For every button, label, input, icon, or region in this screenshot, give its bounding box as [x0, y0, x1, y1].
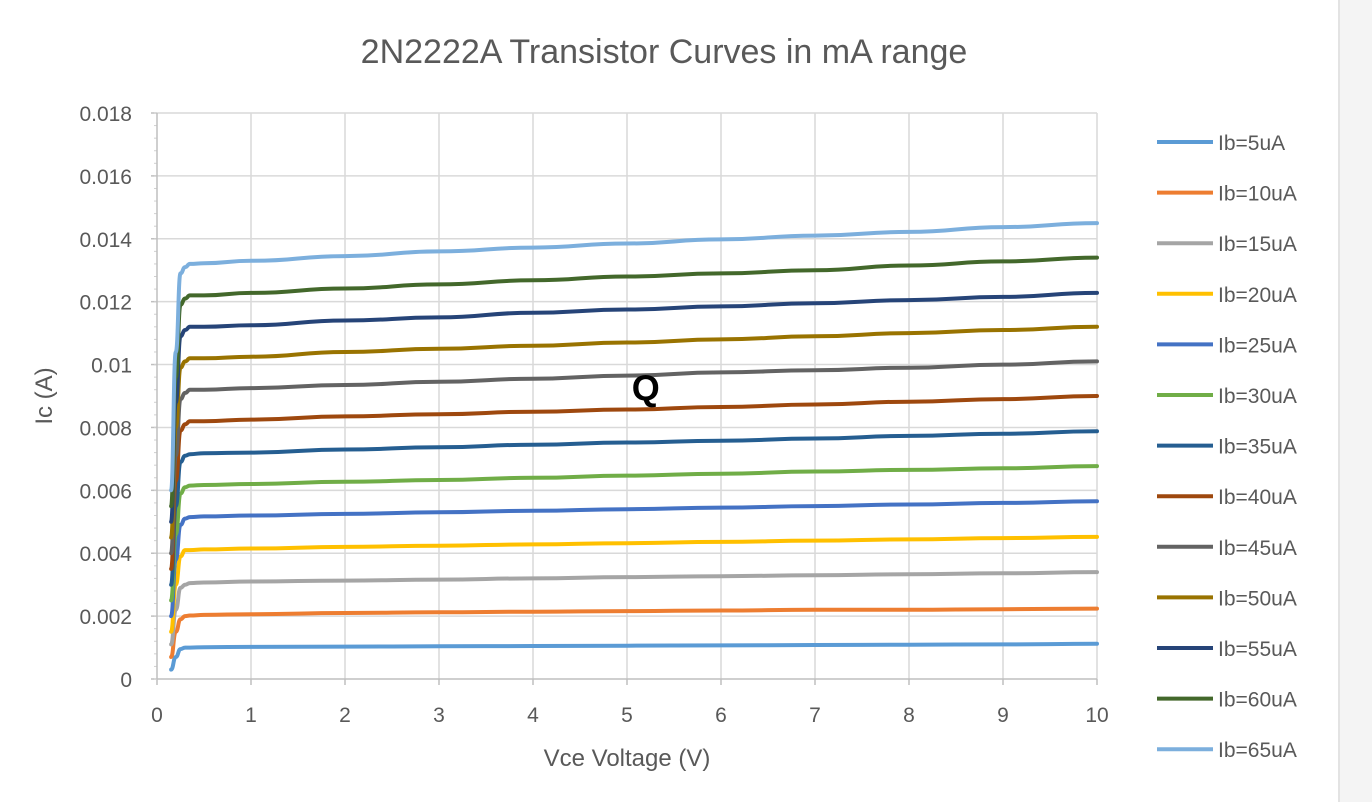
legend-label: Ib=15uA: [1218, 233, 1297, 256]
legend-label: Ib=60uA: [1218, 689, 1297, 712]
legend-label: Ib=50uA: [1218, 587, 1297, 610]
gridlines: [157, 112, 1098, 679]
axes: 0 1 2 3 4 5 6 7 8 9 10 0 0.002 0.004 0.006 0.008 0.01 0.0…: [79, 103, 1108, 727]
legend-item: Ib=35uA: [1157, 436, 1297, 459]
y-tick-label: 0.006: [79, 480, 132, 503]
legend-item: Ib=10uA: [1157, 183, 1297, 206]
x-tick-label: 2: [339, 704, 351, 727]
series-line-ib-40ua: [169, 394, 1099, 571]
x-axis-title: Vce Voltage (V): [544, 745, 711, 772]
legend-label: Ib=25uA: [1218, 334, 1297, 357]
x-tick-label: 3: [433, 704, 445, 727]
y-tick-label: 0.01: [91, 355, 132, 378]
y-axis-title: Ic (A): [31, 367, 58, 424]
legend-label: Ib=65uA: [1218, 739, 1297, 762]
y-tick-label: 0.008: [79, 417, 132, 440]
y-tick-label: 0.018: [79, 103, 132, 126]
x-tick-label: 9: [997, 704, 1009, 727]
legend-label: Ib=5uA: [1218, 132, 1285, 155]
window-edge: [1340, 0, 1372, 802]
legend: Ib=5uA Ib=10uA Ib=15uA Ib=20uA Ib=25uA Ib=30u…: [1157, 132, 1297, 762]
legend-item: Ib=60uA: [1157, 689, 1297, 712]
chart-frame: 2N2222A Transistor Curves in mA range 0 1…: [31, 0, 1340, 802]
series-line-ib-55ua: [169, 290, 1099, 524]
x-tick-label: 5: [621, 704, 633, 727]
legend-item: Ib=40uA: [1157, 486, 1297, 509]
x-tick-label: 0: [151, 704, 163, 727]
x-tick-label: 7: [809, 704, 821, 727]
series-line-ib-30ua: [169, 464, 1099, 603]
series-line-ib-35ua: [169, 429, 1099, 587]
legend-label: Ib=30uA: [1218, 385, 1297, 408]
series-lines: [169, 221, 1099, 672]
legend-label: Ib=35uA: [1218, 436, 1297, 459]
series-line-ib-45ua: [169, 359, 1099, 556]
y-tick-label: 0.012: [79, 292, 132, 315]
x-tick-label: 1: [245, 704, 257, 727]
chart-title: 2N2222A Transistor Curves in mA range: [361, 33, 968, 71]
legend-item: Ib=55uA: [1157, 638, 1297, 661]
legend-item: Ib=45uA: [1157, 537, 1297, 560]
legend-item: Ib=30uA: [1157, 385, 1297, 408]
legend-item: Ib=15uA: [1157, 233, 1297, 256]
series-line-ib-25ua: [169, 499, 1099, 619]
series-line-ib-65ua: [169, 221, 1099, 493]
legend-item: Ib=25uA: [1157, 334, 1297, 357]
series-line-ib-20ua: [169, 534, 1099, 634]
series-line-ib-15ua: [169, 570, 1099, 647]
legend-item: Ib=65uA: [1157, 739, 1297, 762]
y-tick-label: 0.002: [79, 606, 132, 629]
legend-label: Ib=10uA: [1218, 183, 1297, 206]
x-tick-label: 10: [1085, 704, 1108, 727]
legend-item: Ib=5uA: [1157, 132, 1285, 155]
series-line-ib-10ua: [169, 606, 1099, 659]
chart: 2N2222A Transistor Curves in mA range 0 1…: [31, 33, 1297, 772]
legend-label: Ib=45uA: [1218, 537, 1297, 560]
y-tick-label: 0.014: [79, 229, 132, 252]
legend-item: Ib=20uA: [1157, 284, 1297, 307]
x-tick-label: 8: [903, 704, 915, 727]
x-tick-label: 4: [527, 704, 539, 727]
legend-label: Ib=20uA: [1218, 284, 1297, 307]
y-tick-label: 0.004: [79, 543, 132, 566]
series-line-ib-5ua: [169, 641, 1099, 672]
q-point-label: Q: [632, 368, 660, 409]
legend-label: Ib=55uA: [1218, 638, 1297, 661]
series-line-ib-50ua: [169, 324, 1099, 540]
x-tick-label: 6: [715, 704, 727, 727]
y-tick-label: 0: [120, 669, 132, 692]
legend-label: Ib=40uA: [1218, 486, 1297, 509]
y-tick-label: 0.016: [79, 166, 132, 189]
series-line-ib-60ua: [169, 255, 1099, 509]
legend-item: Ib=50uA: [1157, 587, 1297, 610]
